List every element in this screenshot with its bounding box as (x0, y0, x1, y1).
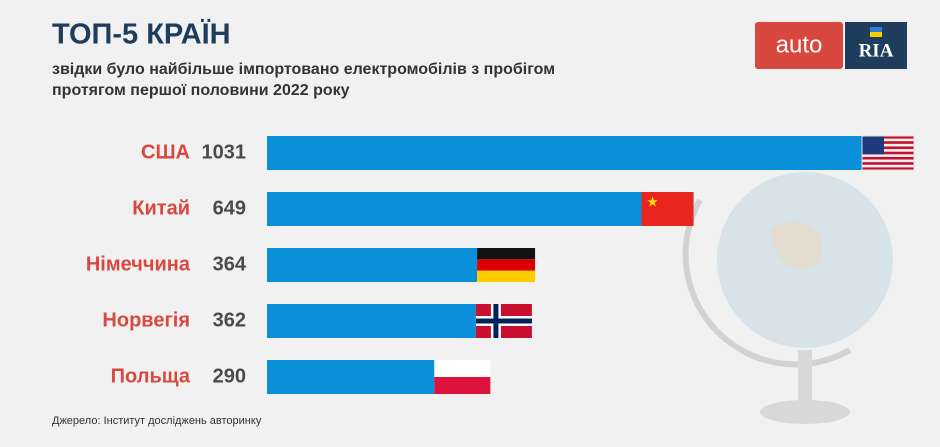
bar (267, 192, 642, 226)
flag-stripe (862, 156, 914, 160)
flag-stripe (862, 136, 914, 139)
category-label: Польща (111, 365, 191, 387)
globe-land (770, 221, 823, 270)
bar (267, 248, 478, 282)
category-label: Норвегія (102, 309, 190, 331)
flag-stripe (434, 377, 491, 394)
logo-auto-box (755, 22, 843, 69)
value-label: 649 (213, 197, 246, 219)
chart-subtitle: звідки було найбільше імпортовано електр… (52, 61, 555, 78)
logo-flag (870, 32, 882, 37)
bar (267, 136, 862, 170)
flag-stripe (434, 360, 491, 377)
value-label: 364 (213, 253, 247, 275)
flag-border (861, 135, 915, 171)
logo-ria: RIA (859, 40, 894, 61)
globe-stand (798, 350, 812, 405)
flag-stripe (862, 162, 914, 165)
chart-subtitle: протягом першої половини 2022 року (52, 82, 350, 99)
logo-auto: auto (776, 31, 823, 58)
flag-star: ★ (646, 194, 659, 210)
flag-stripe (862, 141, 914, 144)
globe-sphere (717, 172, 893, 348)
category-label: Китай (132, 197, 190, 219)
globe (682, 172, 893, 424)
value-label: 362 (213, 309, 246, 331)
flag-field (641, 192, 694, 226)
bar (267, 360, 435, 394)
logo-flag (870, 27, 882, 32)
flag-cross (475, 318, 532, 324)
flag-canton (862, 136, 884, 155)
chart-title: ТОП-5 КРАЇН (52, 18, 231, 51)
bar (267, 304, 476, 338)
category-label: США (141, 141, 190, 163)
category-label: Німеччина (86, 253, 191, 275)
flag-stripe (862, 151, 914, 155)
flag-stripe (862, 167, 914, 170)
globe-arc (682, 198, 852, 368)
value-label: 290 (213, 365, 246, 387)
globe-base (760, 400, 850, 424)
logo: auto RIA (755, 22, 907, 69)
flag-stripe (862, 146, 914, 150)
flag-stripe (477, 248, 536, 260)
flag-cross (493, 304, 499, 338)
flag-stripe (477, 259, 536, 271)
flag-stripe (477, 270, 536, 282)
source: Джерело: Інститут досліджень авторинку (52, 415, 262, 427)
value-label: 1031 (202, 141, 247, 163)
